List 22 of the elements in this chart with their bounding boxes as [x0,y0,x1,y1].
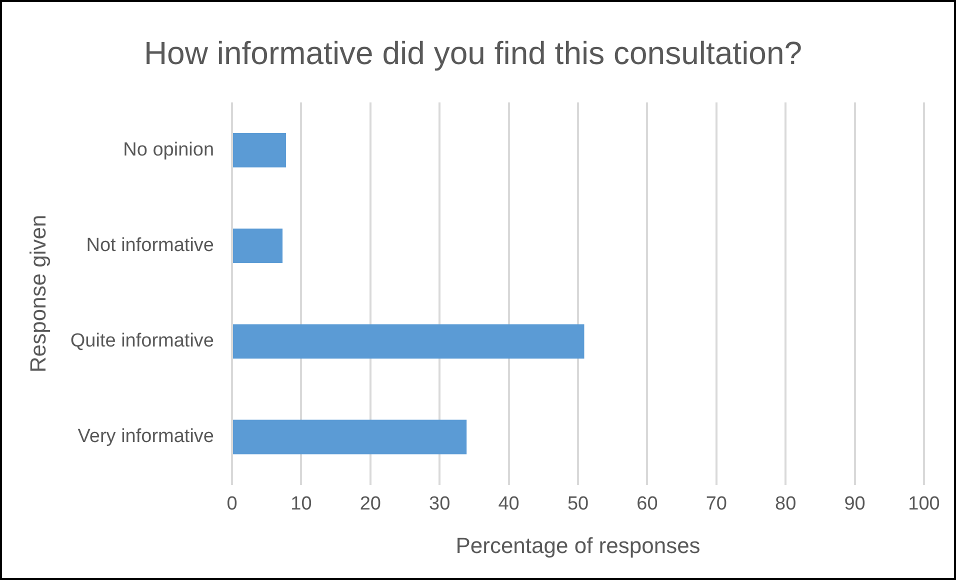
x-axis-title: Percentage of responses [456,532,700,558]
y-axis-title: Response given [25,214,50,372]
x-tick-label: 70 [706,493,727,514]
bar [233,132,286,168]
x-tick-label: 10 [290,493,312,514]
bar [233,324,584,359]
bar [233,420,467,454]
y-tick-label: Very informative [78,426,214,448]
x-tick-label: 0 [226,493,238,514]
bar [233,228,283,264]
y-tick-label: Quite informative [70,330,214,352]
x-tick-label: 100 [908,493,940,514]
chart-title: How informative did you find this consultation? [144,35,802,72]
x-tick-label: 90 [844,493,866,514]
x-tick-label: 40 [498,493,520,514]
x-tick-label: 50 [567,493,589,514]
x-tick-label: 60 [636,493,658,514]
x-tick-label: 80 [775,493,796,514]
x-tick-label: 30 [429,493,450,514]
x-tick-label: 20 [360,493,381,514]
y-tick-label: No opinion [123,139,214,160]
y-tick-label: Not informative [86,235,214,256]
